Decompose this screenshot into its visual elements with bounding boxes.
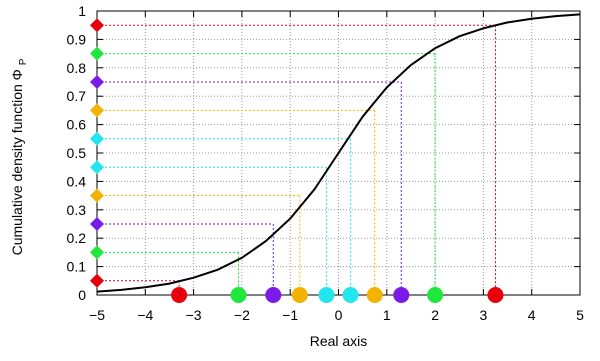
probability-diamond-marker [90, 131, 104, 146]
x-tick-label: −4 [137, 307, 153, 323]
x-tick-label: 2 [431, 307, 439, 323]
quantile-circle-marker [265, 287, 282, 303]
probability-diamond-marker [90, 245, 104, 260]
probability-diamond-marker [90, 103, 104, 118]
y-tick-label: 0.1 [67, 259, 87, 275]
quantile-guides [97, 24, 496, 295]
probability-diamond-marker [90, 18, 104, 33]
x-tick-label: 1 [383, 307, 391, 323]
y-tick-label: 0.9 [67, 31, 87, 47]
probability-diamond-marker [90, 160, 104, 175]
cdf-curve [96, 13, 581, 293]
probability-diamond-marker [90, 188, 104, 203]
tick-labels: −5 −4 −3 −2 −1 0 1 2 3 4 5 0 0.1 0.2 0.3 0.4 0.5 0.6 0.7 0.… [67, 3, 585, 323]
grid [97, 11, 580, 295]
x-tick-label: 5 [576, 307, 584, 323]
y-axis-label-subscript: P [18, 58, 29, 65]
y-axis-label-main: Cumulative density function Φ [9, 69, 25, 255]
x-tick-label: −1 [282, 307, 298, 323]
y-tick-label: 0.2 [67, 230, 87, 246]
y-tick-label: 0.5 [67, 145, 87, 161]
y-tick-label: 0.6 [67, 117, 87, 133]
x-axis-label: Real axis [310, 333, 368, 349]
y-axis-label: Cumulative density function Φ P [9, 58, 29, 255]
quantile-circle-marker [230, 287, 247, 303]
x-tick-label: 4 [528, 307, 536, 323]
probability-diamond-marker [90, 75, 104, 89]
x-tick-label: −3 [186, 307, 202, 323]
quantile-circle-marker [171, 287, 188, 303]
y-tick-label: 0.7 [67, 88, 87, 104]
quantile-markers [90, 18, 504, 303]
quantile-circle-marker [318, 287, 335, 303]
y-tick-label: 0 [78, 287, 86, 303]
probability-diamond-marker [90, 46, 104, 61]
x-tick-label: −5 [89, 307, 105, 323]
quantile-circle-marker [366, 287, 383, 303]
probability-diamond-marker [90, 217, 104, 231]
quantile-circle-marker [393, 287, 410, 303]
quantile-circle-marker [291, 287, 308, 303]
cdf-curve-group [96, 13, 581, 293]
y-tick-label: 0.8 [67, 60, 87, 76]
y-tick-label: 1 [78, 3, 86, 19]
x-tick-label: 0 [335, 307, 343, 323]
quantile-circle-marker [487, 287, 504, 303]
probability-diamond-marker [90, 273, 104, 288]
y-tick-label: 0.4 [67, 173, 87, 189]
quantile-circle-marker [342, 287, 359, 303]
x-tick-label: −2 [234, 307, 250, 323]
x-tick-label: 3 [480, 307, 488, 323]
y-tick-label: 0.3 [67, 202, 87, 218]
quantile-circle-marker [427, 287, 444, 303]
axis-ticks [96, 10, 581, 296]
